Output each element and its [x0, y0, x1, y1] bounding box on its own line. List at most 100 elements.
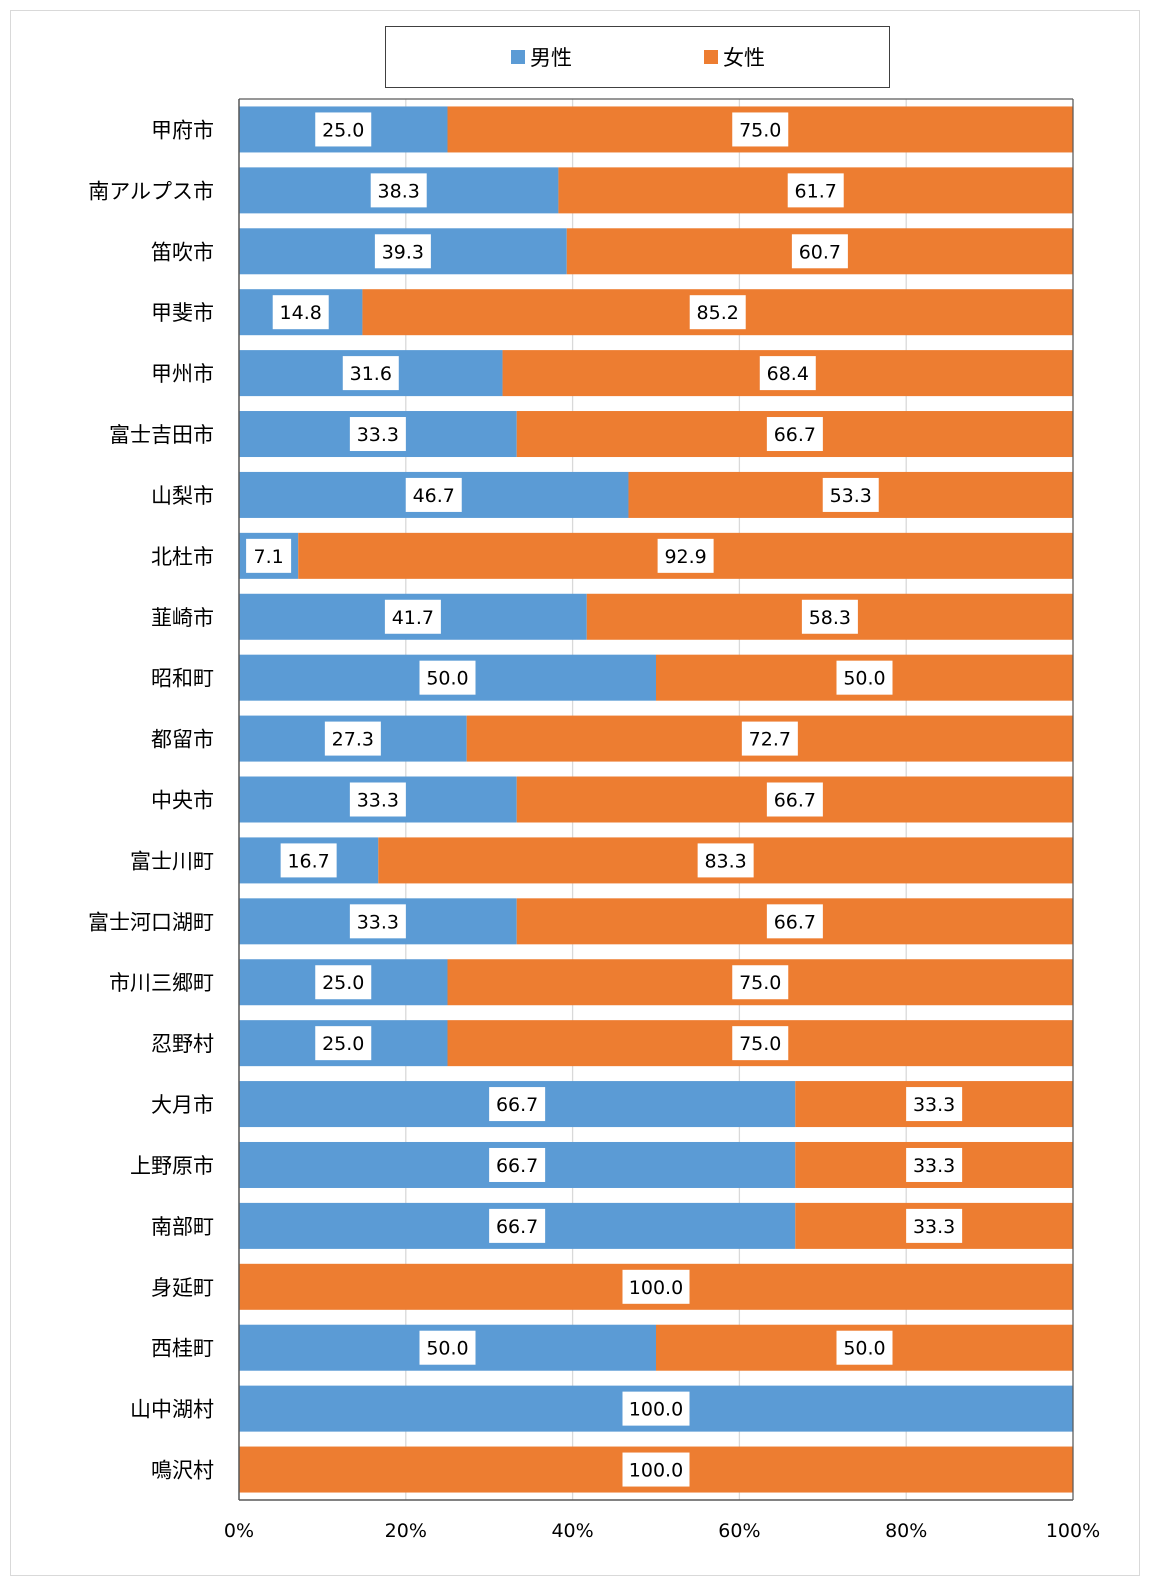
- category-label: 市川三郷町: [109, 971, 214, 995]
- category-label: 上野原市: [130, 1154, 214, 1178]
- data-label: 66.7: [496, 1094, 538, 1116]
- data-label-box: [489, 1147, 546, 1182]
- data-label: 25.0: [322, 1033, 364, 1055]
- data-label: 33.3: [357, 424, 399, 446]
- data-label-box: [349, 417, 406, 452]
- x-tick-label: 100%: [1046, 1520, 1100, 1542]
- legend-label-male: 男性: [530, 46, 572, 70]
- data-label: 100.0: [629, 1399, 683, 1421]
- data-label-box: [489, 1087, 546, 1122]
- data-label: 66.7: [774, 424, 816, 446]
- data-label: 66.7: [774, 790, 816, 812]
- data-label-box: [315, 1026, 372, 1061]
- data-label-box: [759, 356, 816, 391]
- data-label-box: [732, 1026, 789, 1061]
- data-label: 61.7: [795, 180, 837, 202]
- category-label: 山中湖村: [130, 1398, 214, 1422]
- data-label-box: [419, 1330, 476, 1365]
- data-label: 75.0: [739, 972, 781, 994]
- data-label-box: [836, 1330, 893, 1365]
- data-label: 50.0: [843, 668, 885, 690]
- category-label: 甲斐市: [151, 301, 214, 325]
- legend-swatch-female: [704, 50, 718, 64]
- data-label: 66.7: [496, 1216, 538, 1238]
- category-label: 大月市: [151, 1093, 214, 1117]
- data-label-box: [384, 599, 441, 634]
- legend-item-male: 男性: [511, 27, 572, 87]
- category-label: 身延町: [151, 1276, 214, 1300]
- data-label-box: [836, 660, 893, 695]
- x-tick-label: 40%: [551, 1520, 593, 1542]
- data-label-box: [272, 295, 329, 330]
- data-label: 14.8: [280, 302, 322, 324]
- legend-item-female: 女性: [704, 27, 765, 87]
- data-label: 38.3: [378, 180, 420, 202]
- data-label: 75.0: [739, 1033, 781, 1055]
- data-label-box: [324, 721, 381, 756]
- data-label: 75.0: [739, 119, 781, 141]
- data-label-box: [697, 843, 754, 878]
- data-label: 68.4: [767, 363, 809, 385]
- data-label-box: [349, 782, 406, 817]
- category-label: 中央市: [151, 789, 214, 813]
- legend: 男性 女性: [385, 26, 890, 88]
- category-label: 甲州市: [151, 362, 214, 386]
- data-label: 66.7: [774, 911, 816, 933]
- category-label: 都留市: [151, 728, 214, 752]
- data-label-box: [822, 477, 879, 512]
- data-label-box: [315, 965, 372, 1000]
- data-label-box: [419, 660, 476, 695]
- x-tick-label: 80%: [885, 1520, 927, 1542]
- chart-frame: [10, 10, 1140, 1576]
- data-label: 58.3: [809, 607, 851, 629]
- category-label: 富士吉田市: [109, 423, 214, 447]
- data-label-box: [766, 417, 823, 452]
- category-label: 笛吹市: [151, 240, 214, 264]
- legend-swatch-male: [511, 50, 525, 64]
- data-label: 100.0: [629, 1460, 683, 1482]
- category-label: 南アルプス市: [88, 179, 214, 203]
- data-label: 50.0: [426, 668, 468, 690]
- data-label: 50.0: [426, 1338, 468, 1360]
- data-label: 53.3: [830, 485, 872, 507]
- data-label: 83.3: [704, 850, 746, 872]
- category-label: 富士河口湖町: [88, 910, 214, 934]
- category-label: 山梨市: [151, 484, 214, 508]
- data-label: 66.7: [496, 1155, 538, 1177]
- category-label: 富士川町: [130, 849, 214, 873]
- category-label: 甲府市: [151, 118, 214, 142]
- x-tick-label: 60%: [718, 1520, 760, 1542]
- data-label: 27.3: [332, 729, 374, 751]
- data-label-box: [622, 1452, 690, 1487]
- category-label: 南部町: [151, 1215, 214, 1239]
- data-label: 31.6: [350, 363, 392, 385]
- data-label: 41.7: [392, 607, 434, 629]
- data-label: 33.3: [913, 1155, 955, 1177]
- data-label: 46.7: [413, 485, 455, 507]
- category-label: 西桂町: [151, 1337, 214, 1361]
- data-label-box: [246, 538, 292, 573]
- data-label: 92.9: [664, 546, 706, 568]
- category-label: 昭和町: [151, 667, 214, 691]
- data-label-box: [766, 904, 823, 939]
- data-label: 33.3: [913, 1216, 955, 1238]
- data-label: 50.0: [843, 1338, 885, 1360]
- data-label: 33.3: [357, 790, 399, 812]
- category-label: 鳴沢村: [151, 1459, 214, 1483]
- category-label: 北杜市: [151, 545, 214, 569]
- legend-label-female: 女性: [723, 46, 765, 70]
- data-label-box: [906, 1087, 963, 1122]
- data-label-box: [741, 721, 798, 756]
- data-label-box: [315, 112, 372, 147]
- data-label: 33.3: [357, 911, 399, 933]
- data-label-box: [622, 1391, 690, 1426]
- category-label: 忍野村: [151, 1032, 214, 1056]
- data-label: 85.2: [697, 302, 739, 324]
- data-label-box: [622, 1269, 690, 1304]
- data-label-box: [689, 295, 746, 330]
- data-label-box: [280, 843, 337, 878]
- data-label-box: [766, 782, 823, 817]
- data-label: 25.0: [322, 972, 364, 994]
- data-label: 100.0: [629, 1277, 683, 1299]
